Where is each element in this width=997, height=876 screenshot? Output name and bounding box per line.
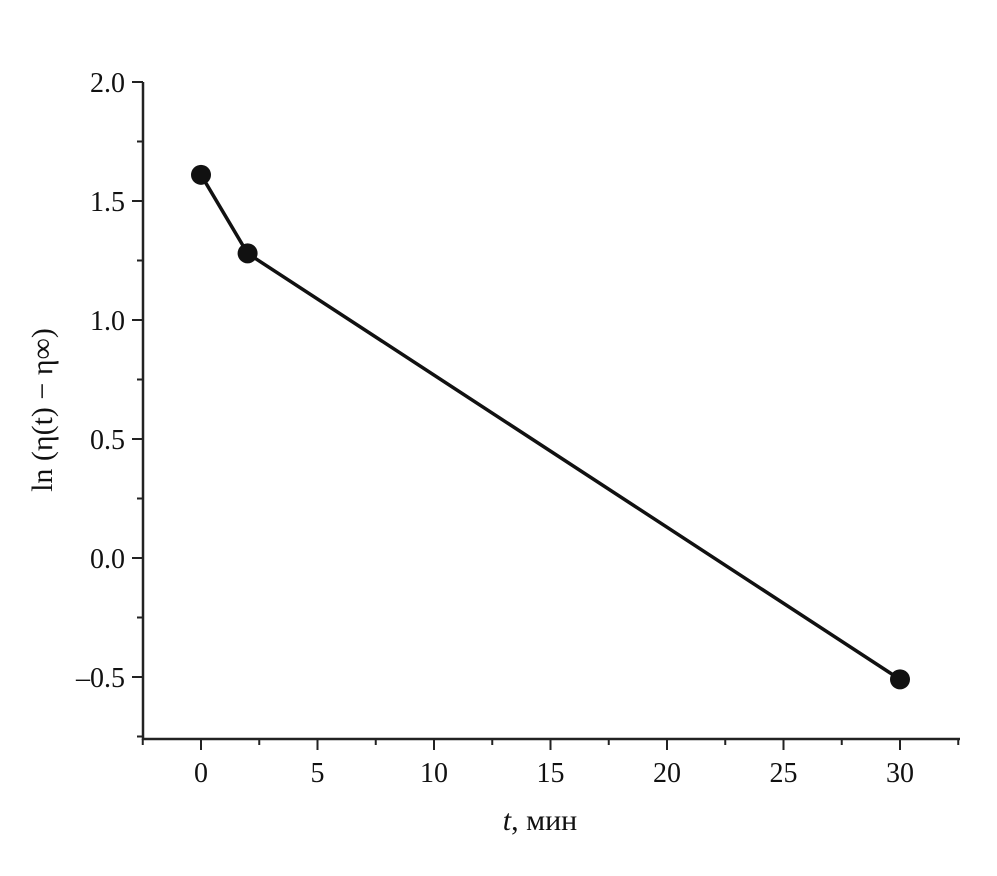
x-tick-label: 25 <box>770 758 798 789</box>
y-tick-label: 0.5 <box>90 425 125 456</box>
x-tick-label: 30 <box>886 758 914 789</box>
y-axis-label: ln (η(t) − η∞) <box>26 328 59 492</box>
y-tick-label: 0.0 <box>90 544 125 575</box>
x-tick-label: 15 <box>537 758 565 789</box>
y-tick-label: 1.5 <box>90 187 125 218</box>
x-tick-label: 5 <box>311 758 325 789</box>
x-axis-label-unit: , мин <box>511 804 577 837</box>
tick-labels: 0 5 10 15 20 25 30 2.0 1.5 1.0 0.5 0.0 –0.5 <box>75 68 914 789</box>
data-point <box>191 164 211 185</box>
series-line <box>199 173 901 681</box>
x-tick-label: 0 <box>194 758 208 789</box>
y-tick-label: 2.0 <box>90 68 125 99</box>
axes <box>132 81 960 750</box>
plot-area <box>191 164 910 690</box>
x-axis-label-var: t <box>503 804 512 837</box>
x-axis-label: t, мин <box>503 804 577 837</box>
y-tick-label: –0.5 <box>75 663 125 694</box>
x-tick-label: 20 <box>653 758 681 789</box>
data-point <box>237 243 258 264</box>
y-tick-label: 1.0 <box>90 306 125 337</box>
data-point <box>890 669 910 690</box>
x-tick-label: 10 <box>420 758 448 789</box>
